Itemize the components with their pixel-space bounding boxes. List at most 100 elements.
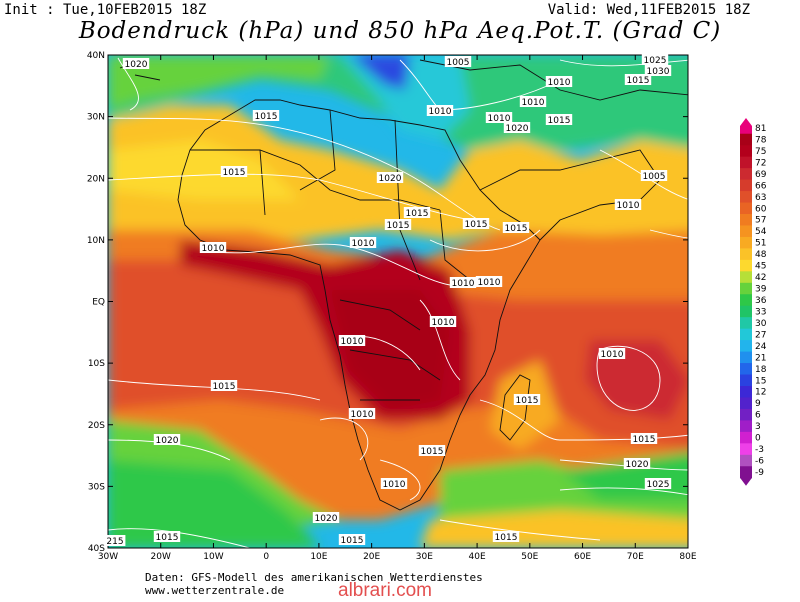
colorbar-tick: 51 bbox=[755, 239, 766, 249]
colorbar-bottom-arrow bbox=[740, 477, 752, 486]
svg-text:1020: 1020 bbox=[379, 174, 402, 184]
lat-label: EQ bbox=[92, 298, 105, 308]
isobar-label: 1010 bbox=[349, 237, 377, 249]
svg-text:1010: 1010 bbox=[202, 244, 225, 254]
colorbar-tick: 60 bbox=[755, 204, 767, 214]
colorbar-tick: 66 bbox=[755, 181, 767, 191]
colorbar-swatch bbox=[740, 363, 752, 376]
axis-ticks bbox=[107, 54, 689, 549]
colorbar-swatch bbox=[740, 466, 752, 479]
isobar-label: 1030 bbox=[644, 65, 672, 77]
lat-label: 20S bbox=[88, 421, 105, 431]
colorbar-tick: 36 bbox=[755, 296, 767, 306]
isobar-label: 1015 bbox=[462, 218, 490, 230]
isobar-label: 1010 bbox=[338, 335, 366, 347]
colorbar-swatch bbox=[740, 408, 752, 421]
isobar-label: 1015 bbox=[624, 74, 652, 86]
valid-time: Valid: Wed,11FEB2015 18Z bbox=[547, 2, 750, 18]
website: www.wetterzentrale.de bbox=[145, 584, 285, 597]
isobar-label: 1010 bbox=[485, 112, 513, 124]
isobar-label: 1010 bbox=[614, 199, 642, 211]
isobar-label: 1015 bbox=[418, 445, 446, 457]
svg-text:1015: 1015 bbox=[406, 209, 429, 219]
colorbar-swatch bbox=[740, 179, 752, 192]
init-time: Init : Tue,10FEB2015 18Z bbox=[4, 2, 207, 18]
colorbar-swatch bbox=[740, 420, 752, 433]
colorbar-swatch bbox=[740, 443, 752, 456]
colorbar-tick: 81 bbox=[755, 124, 766, 134]
colorbar-swatch bbox=[740, 397, 752, 410]
svg-text:1025: 1025 bbox=[644, 56, 667, 66]
colorbar-tick: 57 bbox=[755, 216, 766, 226]
lat-label: 30S bbox=[88, 482, 105, 492]
svg-text:1020: 1020 bbox=[156, 436, 179, 446]
lon-label: 10W bbox=[203, 552, 223, 562]
svg-text:1010: 1010 bbox=[383, 480, 406, 490]
lon-label: 60E bbox=[574, 552, 591, 562]
isobar-label: 1010 bbox=[199, 242, 227, 254]
svg-text:1010: 1010 bbox=[488, 114, 511, 124]
colorbar-tick: 75 bbox=[755, 147, 766, 157]
svg-text:1010: 1010 bbox=[548, 78, 571, 88]
isobar-label: 1020 bbox=[503, 122, 531, 134]
colorbar-tick: 63 bbox=[755, 193, 766, 203]
svg-text:1015: 1015 bbox=[633, 435, 656, 445]
data-source: Daten: GFS-Modell des amerikanischen Wet… bbox=[145, 571, 483, 584]
isobar-label: 1015 bbox=[403, 207, 431, 219]
colorbar-tick: 54 bbox=[755, 227, 767, 237]
colorbar-swatch bbox=[740, 236, 752, 249]
svg-text:1015: 1015 bbox=[548, 116, 571, 126]
colorbar-tick: 45 bbox=[755, 262, 766, 272]
isobars bbox=[108, 57, 688, 548]
svg-text:1010: 1010 bbox=[452, 279, 475, 289]
colorbar-tick: -3 bbox=[755, 445, 764, 455]
watermark: albrari.com bbox=[338, 580, 432, 601]
isobar-label: 1020 bbox=[376, 172, 404, 184]
colorbar-swatch bbox=[740, 386, 752, 398]
svg-text:1015: 1015 bbox=[465, 220, 488, 230]
isobar-label: 1010 bbox=[545, 76, 573, 88]
colorbar-top-arrow bbox=[740, 118, 752, 126]
colorbar-swatch bbox=[740, 271, 752, 284]
svg-text:1010: 1010 bbox=[478, 278, 501, 288]
colorbar-swatch bbox=[740, 126, 752, 138]
svg-text:1015: 1015 bbox=[213, 382, 236, 392]
svg-text:1005: 1005 bbox=[643, 172, 666, 182]
svg-text:1010: 1010 bbox=[522, 98, 545, 108]
svg-text:1010: 1010 bbox=[429, 107, 452, 117]
lon-label: 40E bbox=[469, 552, 486, 562]
colorbar-tick: 0 bbox=[755, 434, 761, 444]
svg-text:1005: 1005 bbox=[447, 58, 470, 68]
svg-text:1015: 1015 bbox=[627, 76, 650, 86]
colorbar-swatch bbox=[740, 282, 752, 295]
lat-label: 10N bbox=[87, 236, 105, 246]
colorbar-tick: 3 bbox=[755, 422, 761, 432]
svg-text:1010: 1010 bbox=[351, 410, 374, 420]
colorbar-swatch bbox=[740, 168, 752, 181]
colorbar-tick: 15 bbox=[755, 376, 766, 386]
isobar-label: 1010 bbox=[475, 276, 503, 288]
svg-text:1010: 1010 bbox=[352, 239, 375, 249]
isobar-label: 1015 bbox=[545, 114, 573, 126]
map-title: Bodendruck (hPa) und 850 hPa Aeq.Pot.T. … bbox=[78, 18, 722, 44]
isobar-label: 1010 bbox=[449, 277, 477, 289]
svg-text:1015: 1015 bbox=[341, 536, 364, 546]
colorbar-tick: 42 bbox=[755, 273, 766, 283]
isobar-label: 1015 bbox=[210, 380, 238, 392]
isobar-label: 1010 bbox=[380, 478, 408, 490]
colorbar-tick: 12 bbox=[755, 388, 766, 398]
svg-text:1030: 1030 bbox=[647, 67, 670, 77]
isobar-label: 215 bbox=[104, 535, 126, 547]
isobar-label: 1015 bbox=[492, 531, 520, 543]
colorbar-tick: 27 bbox=[755, 330, 766, 340]
colorbar-tick: 9 bbox=[755, 399, 761, 409]
svg-text:1020: 1020 bbox=[506, 124, 529, 134]
colorbar-swatch bbox=[740, 225, 752, 238]
colorbar-swatch bbox=[740, 431, 752, 444]
isobar-label: 1010 bbox=[429, 316, 457, 328]
colorbar-swatch bbox=[740, 374, 752, 387]
isobar-label: 1015 bbox=[338, 534, 366, 546]
lon-label: 10E bbox=[310, 552, 327, 562]
